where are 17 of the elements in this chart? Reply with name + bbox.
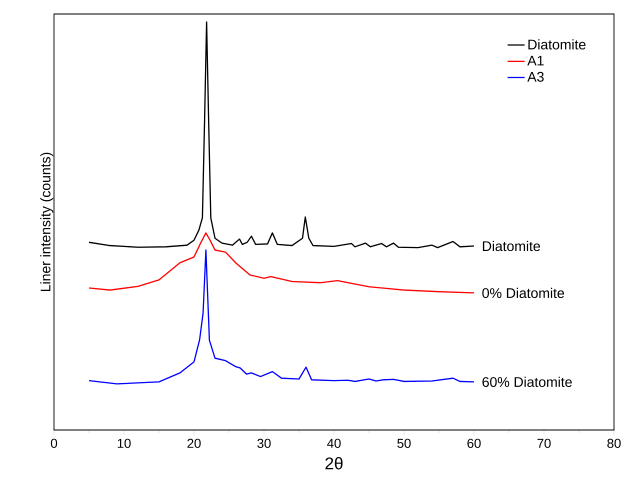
x-tick-label: 30	[257, 438, 271, 448]
annotation: 60% Diatomite	[482, 376, 572, 387]
annotation: 0% Diatomite	[482, 288, 564, 298]
x-tick-label: 60	[467, 438, 481, 448]
x-tick-label: 0	[50, 438, 58, 448]
y-axis-title: Liner intensity (counts)	[40, 152, 54, 292]
legend-label: A3	[527, 72, 544, 82]
legend-label: A1	[527, 56, 544, 66]
annotation: Diatomite	[482, 240, 540, 252]
x-tick-label: 70	[537, 438, 551, 448]
x-axis-title: 2θ	[325, 457, 343, 470]
x-tick-label: 40	[327, 438, 341, 448]
legend-label: Diatomite	[528, 39, 586, 50]
x-tick-label: 50	[397, 438, 411, 448]
x-tick-label: 20	[187, 438, 201, 448]
x-tick-label: 10	[118, 438, 131, 448]
x-tick-label: 80	[607, 438, 621, 448]
